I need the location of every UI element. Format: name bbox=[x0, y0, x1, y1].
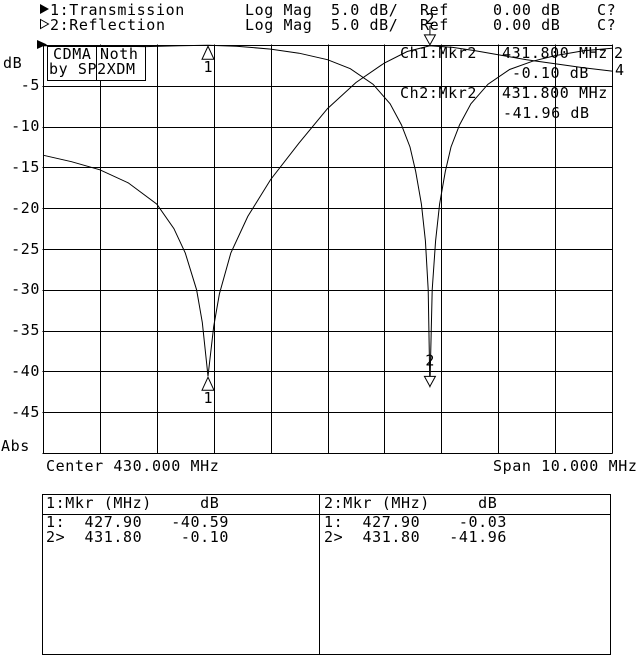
table2-row2: 2> 431.80 -41.96 bbox=[324, 528, 507, 546]
ch2-scale: 5.0 dB/ bbox=[331, 16, 399, 34]
channel2-pointer-icon bbox=[40, 18, 50, 30]
y-tick--15: -15 bbox=[11, 158, 40, 176]
ch2-legend-label: 2:Reflection bbox=[50, 16, 166, 34]
table2-header: 2:Mkr (MHz) dB bbox=[324, 494, 498, 512]
svg-text:2: 2 bbox=[425, 10, 434, 28]
table2-row1: 1: 427.90 -0.03 bbox=[324, 513, 507, 531]
ch1-marker-readout-label: Ch1:Mkr2 bbox=[400, 44, 478, 62]
table1-header: 1:Mkr (MHz) dB bbox=[46, 494, 220, 512]
ch2-format: Log Mag bbox=[245, 16, 313, 34]
ch1-scale: 5.0 dB/ bbox=[331, 1, 399, 19]
marker-ch1-2: 2 bbox=[423, 10, 437, 46]
marker-ch2-2: 2 bbox=[423, 351, 437, 388]
title-cell-a: CDMA bbox=[53, 45, 92, 63]
title-cell-b: Noth bbox=[100, 45, 139, 63]
channel1-pointer-icon bbox=[40, 4, 49, 14]
title-box bbox=[47, 46, 146, 81]
table1-row1: 1: 427.90 -40.59 bbox=[46, 513, 229, 531]
y-tick--20: -20 bbox=[11, 199, 40, 217]
y-tick--35: -35 bbox=[11, 321, 40, 339]
ch1-ref-value: 0.00 dB bbox=[493, 1, 561, 19]
ch2-marker-readout-label: Ch2:Mkr2 bbox=[400, 84, 478, 102]
ch2-cal-status: C? bbox=[597, 16, 617, 34]
ch1-ref-label: Ref bbox=[420, 1, 449, 19]
svg-text:2: 2 bbox=[425, 351, 434, 369]
trace-2 bbox=[42, 44, 613, 388]
title-line2: by SP2XDM bbox=[49, 60, 136, 78]
marker-table-borders bbox=[42, 494, 611, 655]
y-tick--40: -40 bbox=[11, 362, 40, 380]
y-tick--30: -30 bbox=[11, 280, 40, 298]
reference-position-marker-icon bbox=[37, 40, 47, 49]
traces bbox=[42, 44, 613, 388]
x-axis-center: Center 430.000 MHz bbox=[46, 457, 220, 475]
ch2-marker-readout-value: -41.96 dB bbox=[503, 104, 590, 122]
x-axis-span: Span 10.000 MHz bbox=[493, 457, 638, 475]
y-tick--25: -25 bbox=[11, 240, 40, 258]
trace-1 bbox=[42, 45, 613, 377]
ch2-marker-readout-freq: 431.800 MHz bbox=[502, 84, 608, 102]
y-axis-bottom-label: Abs bbox=[1, 437, 30, 455]
y-tick--10: -10 bbox=[11, 117, 40, 135]
y-axis-unit: dB bbox=[3, 54, 23, 72]
ch1-format: Log Mag bbox=[245, 1, 313, 19]
y-tick--5: -5 bbox=[20, 76, 40, 94]
marker-ch2-1: 1 bbox=[201, 45, 215, 76]
marker-ch1-1: 1 bbox=[201, 376, 215, 407]
svg-text:1: 1 bbox=[203, 389, 212, 407]
y-tick--45: -45 bbox=[11, 403, 40, 421]
ch2-ref-label: Ref bbox=[420, 16, 449, 34]
svg-text:1: 1 bbox=[203, 58, 212, 76]
graticule bbox=[42, 44, 613, 454]
ch1-cal-status: C? bbox=[597, 1, 617, 19]
markers: 1 2 1 2 bbox=[201, 10, 437, 407]
ch1-marker-readout-freq: 431.800 MHz bbox=[502, 44, 608, 62]
right-edge-trace-label-4: 4 bbox=[615, 61, 625, 79]
table1-row2: 2> 431.80 -0.10 bbox=[46, 528, 229, 546]
right-edge-trace-label-2: 2 bbox=[614, 44, 624, 62]
ch2-ref-value: 0.00 dB bbox=[493, 16, 561, 34]
ch1-legend-label: 1:Transmission bbox=[50, 1, 185, 19]
ch1-marker-readout-value: -0.10 dB bbox=[512, 64, 590, 82]
